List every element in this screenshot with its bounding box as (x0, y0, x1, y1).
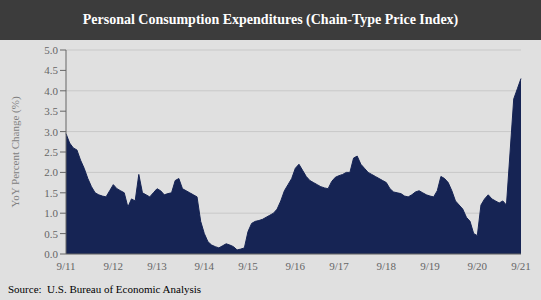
svg-text:9/18: 9/18 (377, 260, 397, 272)
svg-text:3.5: 3.5 (44, 105, 58, 117)
svg-text:1.0: 1.0 (44, 207, 58, 219)
svg-text:YoY Percent Change (%): YoY Percent Change (%) (9, 96, 22, 208)
svg-text:5.0: 5.0 (44, 44, 58, 56)
svg-text:9/21: 9/21 (511, 260, 531, 272)
svg-text:2.5: 2.5 (44, 146, 58, 158)
svg-text:2.0: 2.0 (44, 166, 58, 178)
svg-text:4.5: 4.5 (44, 64, 58, 76)
svg-text:4.0: 4.0 (44, 85, 58, 97)
svg-text:9/15: 9/15 (238, 260, 258, 272)
svg-text:9/20: 9/20 (468, 260, 488, 272)
svg-text:9/16: 9/16 (286, 260, 306, 272)
svg-text:3.0: 3.0 (44, 126, 58, 138)
html-text:Source: U.S. Bureau of Economi: Source: U.S. Bureau of Economic Analysis (8, 283, 202, 295)
svg-text:1.5: 1.5 (44, 187, 58, 199)
svg-text:9/14: 9/14 (195, 260, 215, 272)
svg-text:9/19: 9/19 (420, 260, 440, 272)
svg-text:9/12: 9/12 (104, 260, 124, 272)
svg-text:9/17: 9/17 (329, 260, 349, 272)
svg-text:9/13: 9/13 (147, 260, 167, 272)
html-text:Personal Consumption Expenditu: Personal Consumption Expenditures (Chain… (82, 12, 459, 27)
svg-text:0.5: 0.5 (44, 228, 58, 240)
svg-text:0.0: 0.0 (44, 248, 58, 260)
svg-text:9/11: 9/11 (56, 260, 75, 272)
